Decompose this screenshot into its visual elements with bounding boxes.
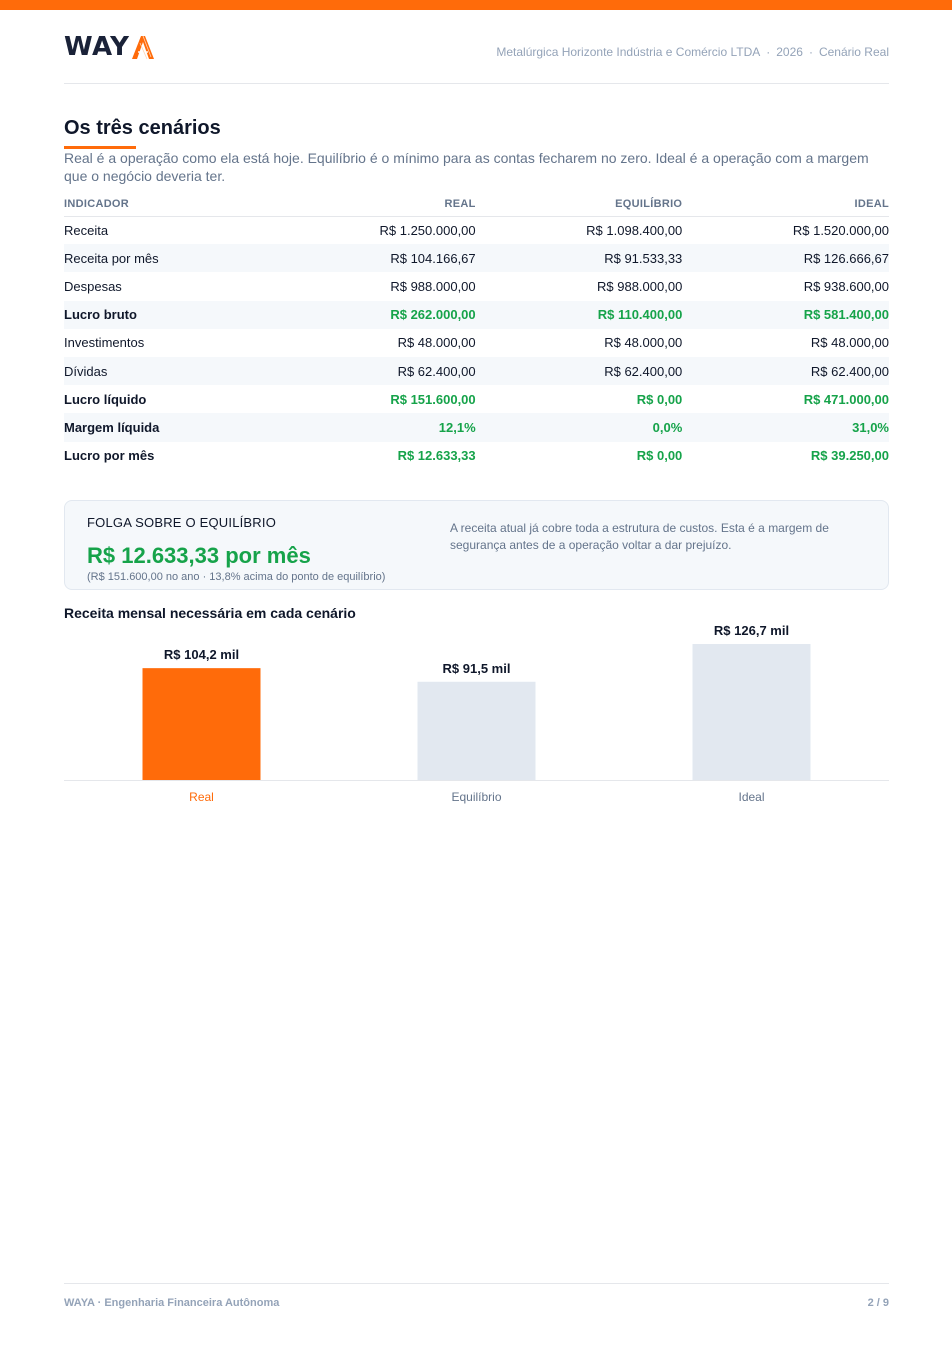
cell-equilibrio: R$ 110.400,00 xyxy=(475,300,683,329)
cell-real: R$ 48.000,00 xyxy=(397,335,476,351)
logo-text: WAY xyxy=(64,32,130,62)
table-row: Lucro por mês R$ 12.633,33 R$ 0,00 R$ 39… xyxy=(64,442,889,470)
cell-real: 12,1% xyxy=(268,413,476,442)
scenario-name: Cenário Real xyxy=(818,45,889,59)
category-label: Ideal xyxy=(738,790,764,804)
table-row: Lucro líquido R$ 151.600,00 R$ 0,00 R$ 4… xyxy=(64,385,889,413)
cell-real: R$ 1.250.000,00 xyxy=(379,222,476,238)
table-row: Margem líquida 12,1% 0,0% 31,0% xyxy=(64,413,889,442)
section-title: Os três cenários xyxy=(64,117,221,139)
cell-real: R$ 104.166,67 xyxy=(268,244,476,273)
cell-real: R$ 151.600,00 xyxy=(390,391,476,407)
waya-a-logo-icon xyxy=(130,34,156,60)
row-label: Investimentos xyxy=(64,335,145,351)
row-label: Lucro líquido xyxy=(64,391,147,407)
cell-real: R$ 62.400,00 xyxy=(268,356,476,386)
folga-value: R$ 12.633,33 por mês xyxy=(87,543,311,568)
table-row: Lucro bruto R$ 262.000,00 R$ 110.400,00 … xyxy=(64,300,889,329)
monthly-revenue-bar-chart: R$ 104,2 mil Real R$ 91,5 mil Equilíbrio R$ … xyxy=(64,623,889,804)
row-label: Receita xyxy=(64,222,109,238)
bar-2 xyxy=(692,644,811,780)
cell-equilibrio: 0,0% xyxy=(475,413,683,442)
cell-equilibrio: R$ 62.400,00 xyxy=(475,356,683,386)
cell-equilibrio: R$ 91.533,33 xyxy=(475,244,683,273)
table-row: Investimentos R$ 48.000,00 R$ 48.000,00 … xyxy=(64,329,889,357)
page-footer: WAYA · Engenharia Financeira Autônoma 2 … xyxy=(64,1283,889,1313)
row-label: Lucro bruto xyxy=(64,300,269,329)
cell-ideal: R$ 48.000,00 xyxy=(810,335,889,351)
cell-real: R$ 12.633,33 xyxy=(397,448,476,464)
row-label: Despesas xyxy=(64,278,122,294)
cell-equilibrio: R$ 48.000,00 xyxy=(604,335,683,351)
break-even-margin-card: FOLGA SOBRE O EQUILÍBRIO R$ 12.633,33 po… xyxy=(64,500,889,590)
folga-description: A receita atual já cobre toda a estrutur… xyxy=(450,521,829,552)
report-year: 2026 xyxy=(776,45,803,59)
col-header-real: REAL xyxy=(268,193,476,217)
page-number: 2 / 9 xyxy=(867,1297,889,1309)
company-name: Metalúrgica Horizonte Indústria e Comérc… xyxy=(496,45,761,59)
meta-separator: · xyxy=(766,45,771,59)
bar-value-label: R$ 126,7 mil xyxy=(714,623,789,638)
cell-ideal: R$ 581.400,00 xyxy=(682,300,889,329)
cell-equilibrio: R$ 0,00 xyxy=(636,391,683,407)
col-header-ideal: IDEAL xyxy=(682,193,889,217)
cell-ideal: R$ 126.666,67 xyxy=(682,244,889,273)
section-intro: Real é a operação como ela está hoje. Eq… xyxy=(64,150,869,184)
bar-value-label: R$ 91,5 mil xyxy=(443,661,511,676)
row-label: Margem líquida xyxy=(64,413,269,442)
col-header-equilibrio: EQUILÍBRIO xyxy=(475,193,683,217)
page-header: WAY Metalúrgica Horizonte Indústria e Co… xyxy=(64,30,889,84)
table-row: Despesas R$ 988.000,00 R$ 988.000,00 R$ … xyxy=(64,272,889,300)
row-label: Receita por mês xyxy=(64,244,269,273)
title-underline xyxy=(64,146,136,149)
row-label: Lucro por mês xyxy=(64,448,155,464)
table-row: Receita por mês R$ 104.166,67 R$ 91.533,… xyxy=(64,244,889,273)
meta-separator: · xyxy=(808,45,813,59)
cell-equilibrio: R$ 1.098.400,00 xyxy=(586,222,683,238)
table-row: Receita R$ 1.250.000,00 R$ 1.098.400,00 … xyxy=(64,216,889,244)
header-meta: Metalúrgica Horizonte Indústria e Comérc… xyxy=(496,45,889,59)
chart-title: Receita mensal necessária em cada cenári… xyxy=(64,605,356,621)
cell-equilibrio: R$ 0,00 xyxy=(636,448,683,464)
bar-1 xyxy=(417,681,536,780)
cell-ideal: 31,0% xyxy=(682,413,889,442)
row-label: Dívidas xyxy=(64,356,269,386)
cell-ideal: R$ 471.000,00 xyxy=(803,391,889,407)
top-accent-bar xyxy=(0,0,952,10)
footer-brand: WAYA · Engenharia Financeira Autônoma xyxy=(64,1297,280,1309)
cell-real: R$ 988.000,00 xyxy=(390,278,476,294)
cell-equilibrio: R$ 988.000,00 xyxy=(597,278,683,294)
folga-subtext: (R$ 151.600,00 no ano · 13,8% acima do p… xyxy=(87,571,386,583)
category-label: Real xyxy=(189,790,214,804)
cell-ideal: R$ 938.600,00 xyxy=(803,278,889,294)
scenarios-table: INDICADOR REAL EQUILÍBRIO IDEAL Receita … xyxy=(64,193,889,470)
bar-0 xyxy=(142,668,261,780)
cell-ideal: R$ 39.250,00 xyxy=(810,448,889,464)
category-label: Equilíbrio xyxy=(451,790,501,804)
cell-ideal: R$ 62.400,00 xyxy=(682,356,889,386)
table-header-row: INDICADOR REAL EQUILÍBRIO IDEAL xyxy=(64,193,889,217)
folga-label: FOLGA SOBRE O EQUILÍBRIO xyxy=(87,515,277,530)
col-header-indicador: INDICADOR xyxy=(64,193,269,217)
cell-real: R$ 262.000,00 xyxy=(268,300,476,329)
cell-ideal: R$ 1.520.000,00 xyxy=(792,222,889,238)
table-row: Dívidas R$ 62.400,00 R$ 62.400,00 R$ 62.… xyxy=(64,356,889,386)
bar-value-label: R$ 104,2 mil xyxy=(164,647,239,662)
waya-logo: WAY xyxy=(64,32,156,62)
